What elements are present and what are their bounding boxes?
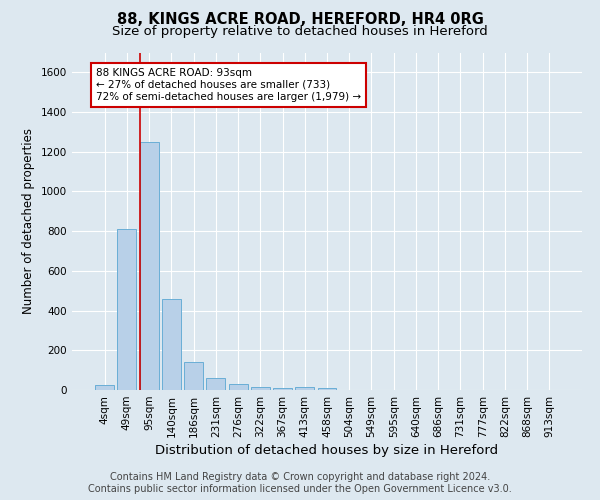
- Bar: [251, 387, 270, 390]
- Bar: [140, 142, 158, 390]
- Bar: [317, 388, 337, 390]
- Bar: [95, 385, 114, 390]
- Bar: [206, 378, 225, 390]
- Bar: [295, 388, 314, 390]
- Bar: [273, 388, 292, 390]
- Text: 88 KINGS ACRE ROAD: 93sqm
← 27% of detached houses are smaller (733)
72% of semi: 88 KINGS ACRE ROAD: 93sqm ← 27% of detac…: [96, 68, 361, 102]
- Text: Contains HM Land Registry data © Crown copyright and database right 2024.
Contai: Contains HM Land Registry data © Crown c…: [88, 472, 512, 494]
- Text: 88, KINGS ACRE ROAD, HEREFORD, HR4 0RG: 88, KINGS ACRE ROAD, HEREFORD, HR4 0RG: [116, 12, 484, 28]
- Bar: [162, 298, 181, 390]
- Bar: [229, 384, 248, 390]
- Bar: [184, 362, 203, 390]
- Y-axis label: Number of detached properties: Number of detached properties: [22, 128, 35, 314]
- Text: Size of property relative to detached houses in Hereford: Size of property relative to detached ho…: [112, 25, 488, 38]
- Bar: [118, 229, 136, 390]
- X-axis label: Distribution of detached houses by size in Hereford: Distribution of detached houses by size …: [155, 444, 499, 457]
